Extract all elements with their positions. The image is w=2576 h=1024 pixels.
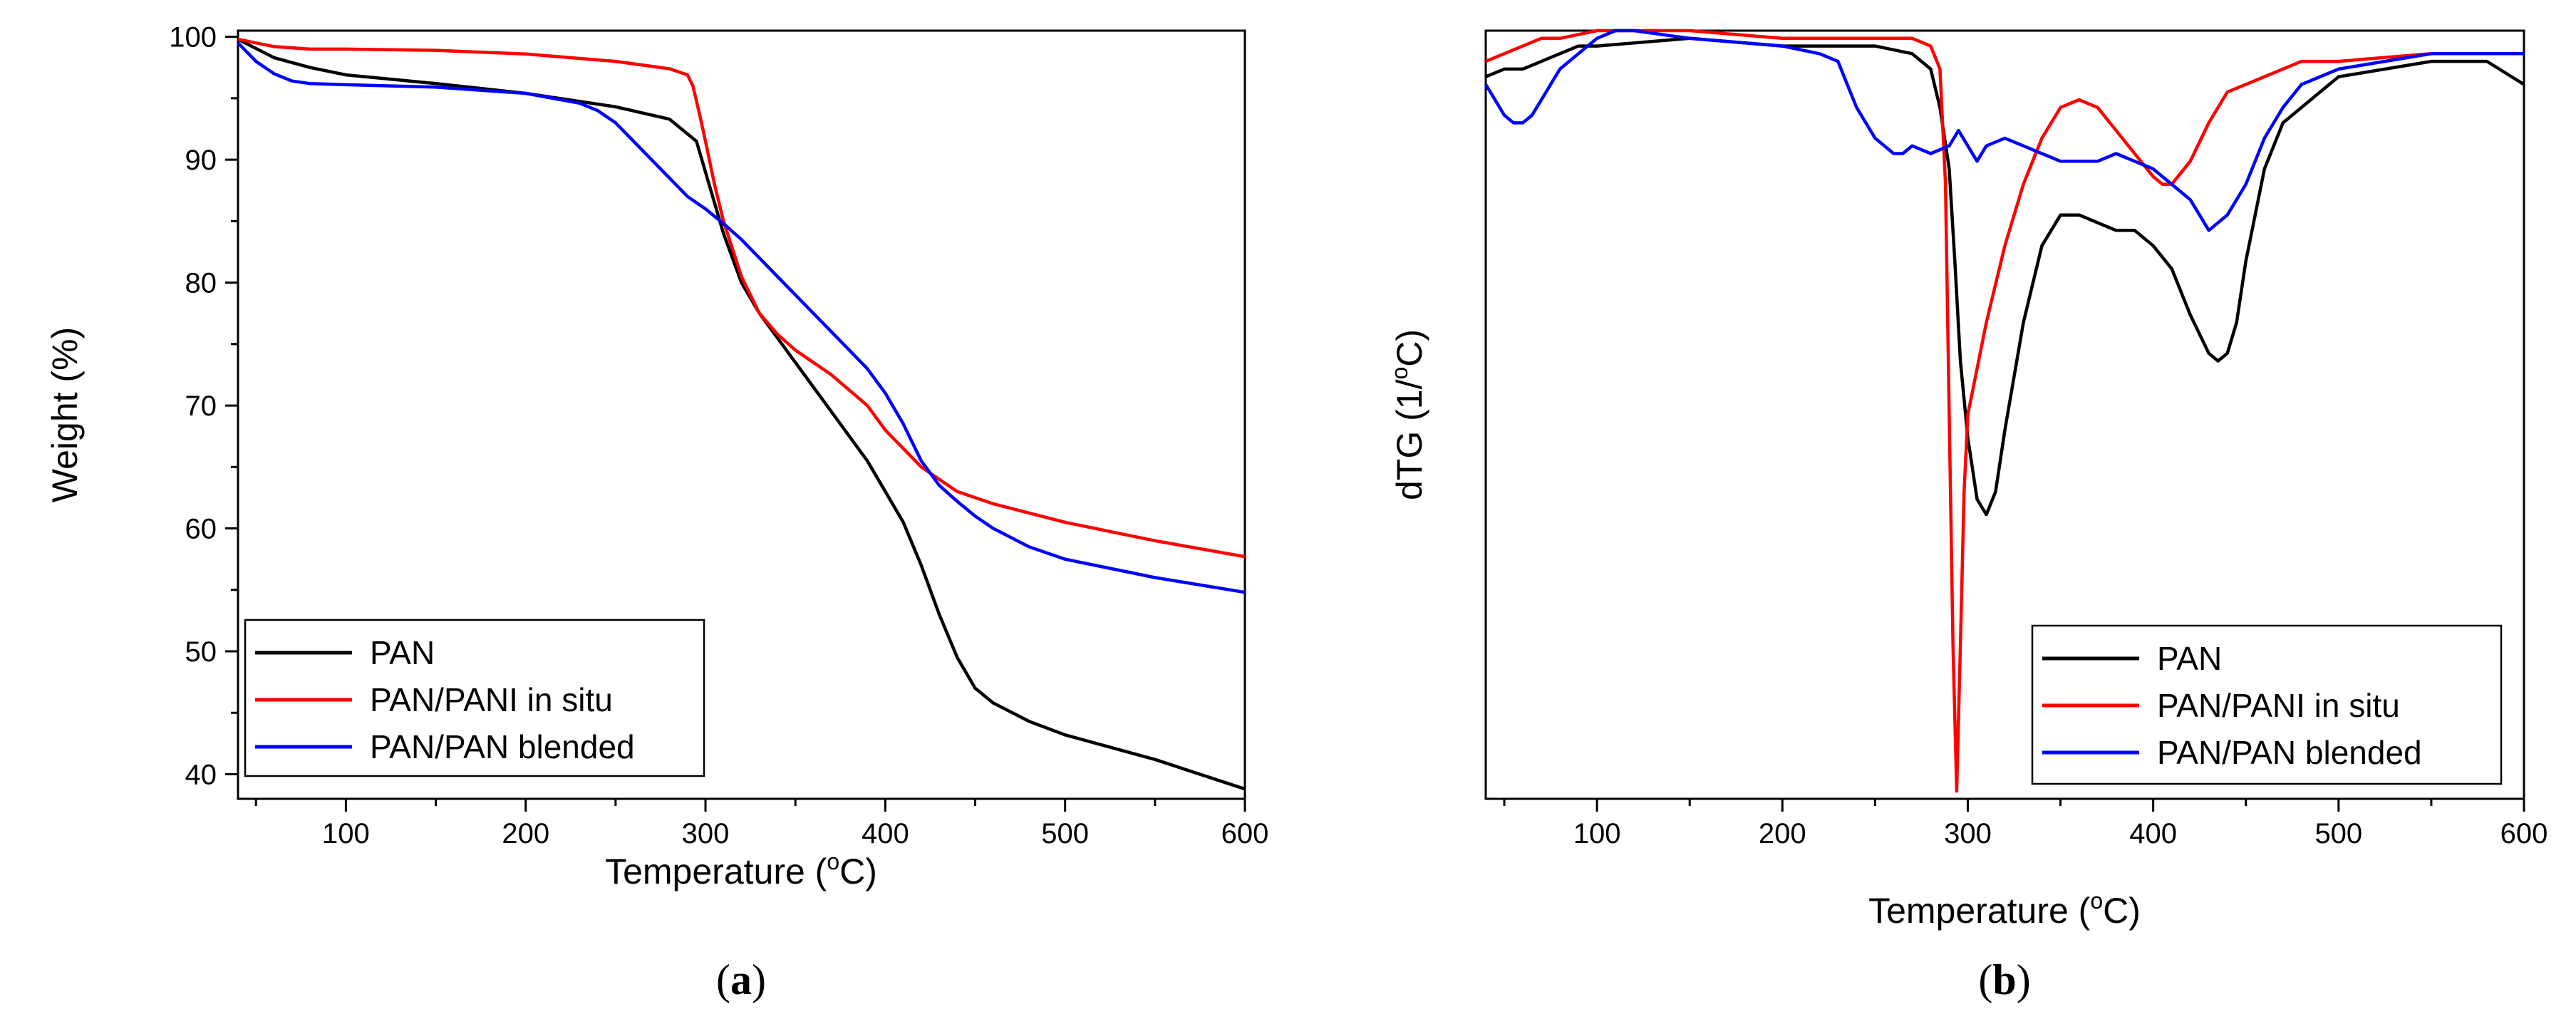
x-tick-label: 500 [1041,818,1089,849]
series-line [1485,29,2524,793]
legend: PAN PAN/PANI in situ PAN/PAN blended [2031,624,2503,785]
series-line [237,38,1246,791]
y-tick-label: 60 [185,514,217,545]
axis-ticks [1503,799,2525,812]
legend-label: PAN/PANI in situ [2157,687,2400,724]
y-tick-label: 70 [185,391,217,422]
legend-label: PAN/PANI in situ [370,681,613,718]
x-tick-labels: 100 200 300 400 500 600 [322,818,1268,849]
legend-label: PAN/PAN blended [2157,734,2422,771]
series-lines [237,37,1246,791]
derivative-weight-chart: 100 200 300 400 500 600 Temperature (oC) dTG … [1387,29,2548,1003]
y-tick-labels: 40 50 60 70 80 90 100 [169,22,217,791]
x-tick-label: 100 [322,818,370,849]
x-tick-label: 400 [2129,818,2177,849]
series-lines [1484,29,2525,793]
series-line [237,41,1246,594]
axis-ticks [225,36,1246,812]
legend: PAN PAN/PANI in situ PAN/PAN blended [244,619,705,777]
series-line [237,37,1246,559]
x-tick-label: 200 [502,818,549,849]
series-line [1484,29,2524,232]
plot-area-frame [1484,29,2525,800]
y-tick-label: 90 [185,145,217,176]
panel-caption: (b) [1978,956,2030,1003]
y-axis-label: dTG (1/oC) [1387,329,1429,500]
x-tick-label: 200 [1759,818,1806,849]
legend-label: PAN/PAN blended [370,728,635,765]
x-tick-label: 300 [682,818,730,849]
y-axis-label: Weight (%) [45,327,85,502]
y-tick-label: 80 [185,268,217,299]
x-axis-label: Temperature (oC) [1868,888,2141,931]
plot-area-frame [237,29,1246,800]
x-axis-label: Temperature (oC) [605,849,877,891]
legend-label: PAN [2157,640,2222,677]
y-tick-label: 40 [185,760,217,791]
legend-label: PAN [370,634,435,671]
x-tick-label: 300 [1944,818,1992,849]
x-tick-label: 600 [1221,818,1269,849]
x-tick-label: 500 [2314,818,2362,849]
panel-caption: (a) [716,956,766,1003]
weight-loss-chart: 100 200 300 400 500 600 40 50 60 70 80 90 100 Tempe… [45,22,1268,1003]
x-tick-labels: 100 200 300 400 500 600 [1573,818,2548,849]
x-tick-label: 600 [2500,818,2548,849]
x-tick-label: 100 [1573,818,1621,849]
x-tick-label: 400 [862,818,909,849]
y-tick-label: 50 [185,636,217,668]
y-tick-label: 100 [169,22,217,53]
